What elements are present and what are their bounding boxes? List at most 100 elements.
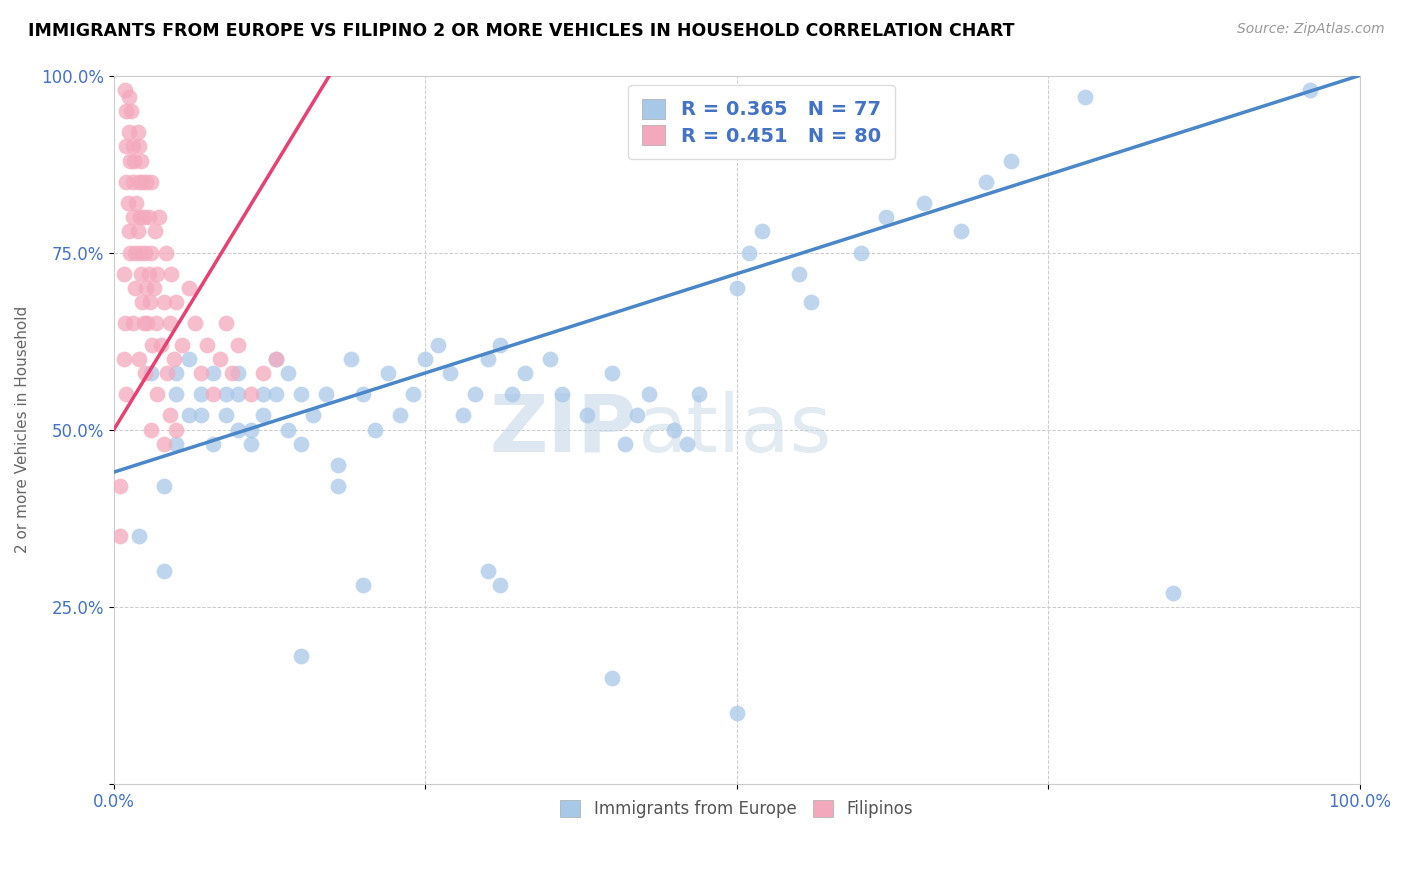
Point [131,175,153,189]
Point [143,224,166,238]
Point [339,351,361,366]
Point [664,423,686,437]
Point [264,351,287,366]
Point [129,267,152,281]
Point [489,578,512,592]
Point [600,671,623,685]
Point [352,387,374,401]
Point [132,210,155,224]
Point [626,409,648,423]
Point [138,210,160,224]
Point [364,423,387,437]
Point [389,409,412,423]
Point [165,423,187,437]
Point [184,317,207,331]
Point [239,437,262,451]
Y-axis label: 2 or more Vehicles in Household: 2 or more Vehicles in Household [15,306,30,553]
Point [152,564,174,578]
Point [439,366,461,380]
Point [129,210,152,224]
Point [165,387,187,401]
Point [134,366,156,380]
Point [159,317,181,331]
Point [108,529,131,543]
Point [613,437,636,451]
Point [122,153,145,168]
Point [974,175,997,189]
Point [118,245,141,260]
Point [290,387,312,401]
Point [228,423,250,437]
Point [190,387,212,401]
Point [477,351,499,366]
Text: Source: ZipAtlas.com: Source: ZipAtlas.com [1237,22,1385,37]
Point [141,423,163,437]
Point [159,409,181,423]
Point [402,387,425,401]
Point [124,245,146,260]
Point [239,423,262,437]
Point [118,153,141,168]
Point [426,337,449,351]
Point [108,479,131,493]
Point [135,281,157,295]
Point [124,281,146,295]
Point [128,351,150,366]
Point [600,366,623,380]
Point [277,423,299,437]
Point [252,387,274,401]
Point [131,295,153,310]
Point [787,267,810,281]
Point [129,153,152,168]
Point [738,245,761,260]
Point [177,281,200,295]
Point [141,366,163,380]
Point [127,224,149,238]
Point [112,267,135,281]
Point [152,479,174,493]
Text: atlas: atlas [637,391,831,468]
Point [302,409,325,423]
Point [190,366,212,380]
Point [115,103,138,118]
Point [221,366,243,380]
Point [326,479,349,493]
Point [1298,83,1320,97]
Point [141,337,163,351]
Point [215,387,238,401]
Point [165,366,187,380]
Point [150,337,173,351]
Point [138,267,160,281]
Point [352,578,374,592]
Point [377,366,399,380]
Point [146,387,169,401]
Point [215,409,238,423]
Point [202,437,225,451]
Point [315,387,337,401]
Point [1161,585,1184,599]
Point [177,351,200,366]
Point [172,337,194,351]
Point [129,245,152,260]
Point [128,175,150,189]
Point [121,139,143,153]
Point [162,351,184,366]
Point [413,351,436,366]
Point [638,387,661,401]
Point [142,281,165,295]
Legend: Immigrants from Europe, Filipinos: Immigrants from Europe, Filipinos [554,794,920,825]
Point [451,409,474,423]
Point [489,337,512,351]
Point [114,83,136,97]
Point [195,337,218,351]
Point [252,366,274,380]
Point [1074,89,1097,103]
Point [152,437,174,451]
Point [118,125,141,139]
Point [875,210,897,224]
Point [118,89,141,103]
Point [112,351,135,366]
Point [117,196,139,211]
Point [513,366,536,380]
Point [949,224,972,238]
